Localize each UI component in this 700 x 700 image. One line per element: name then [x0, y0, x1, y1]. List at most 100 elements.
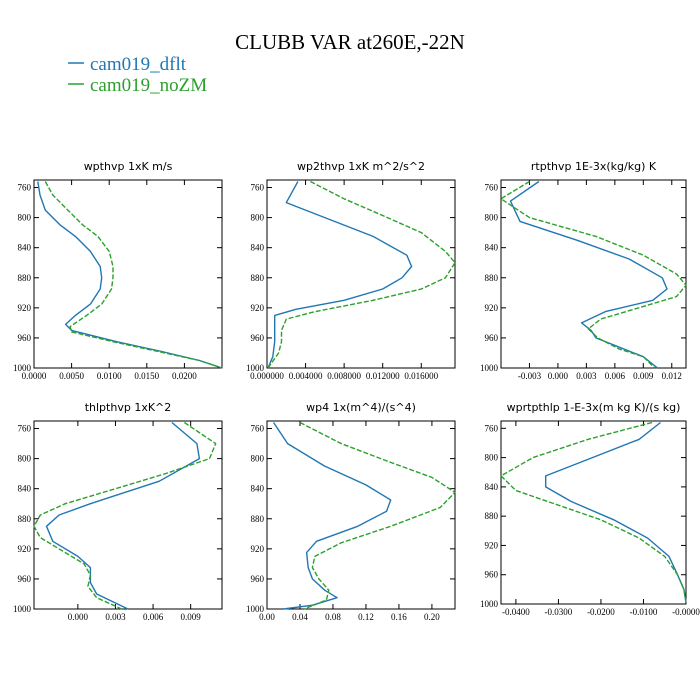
x-tick-label: 0.016000: [404, 371, 438, 381]
x-tick-label: -0.0300: [545, 607, 573, 617]
x-tick-label: 0.003: [105, 612, 126, 622]
y-tick-label: 840: [18, 243, 32, 253]
x-tick-label: 0.006: [605, 371, 626, 381]
y-tick-label: 800: [485, 453, 499, 463]
x-tick-label: 0.008000: [327, 371, 361, 381]
panel-title: wprtpthlp 1-E-3x(m kg K)/(s kg): [507, 401, 681, 414]
x-tick-label: 0.012: [662, 371, 682, 381]
y-tick-label: 840: [251, 484, 265, 494]
series-line-dflt: [509, 180, 668, 369]
series-line-dflt: [45, 421, 201, 610]
y-tick-label: 960: [485, 333, 499, 343]
y-tick-label: 760: [485, 423, 499, 433]
x-tick-label: 0.0050: [59, 371, 84, 381]
panel-title: rtpthvp 1E-3x(kg/kg) K: [531, 160, 657, 173]
y-tick-label: 840: [18, 484, 32, 494]
panel-5: wp4 1x(m^4)/(s^4)76080084088092096010000…: [246, 401, 456, 622]
y-tick-label: 920: [485, 303, 499, 313]
x-tick-label: 0.08: [325, 612, 341, 622]
y-tick-label: 1000: [13, 363, 32, 373]
y-tick-label: 1000: [480, 599, 499, 609]
panel-title: wp2thvp 1xK m^2/s^2: [297, 160, 425, 173]
y-tick-label: 800: [18, 213, 32, 223]
x-tick-label: -0.0400: [502, 607, 530, 617]
panel-title: wpthvp 1xK m/s: [84, 160, 173, 173]
panel-2: wp2thvp 1xK m^2/s^2 760 800 840 880 920 960 100…: [246, 160, 456, 381]
y-tick-label: 800: [485, 213, 499, 223]
legend-label-nozm: cam019_noZM: [90, 75, 207, 96]
y-tick-label: 880: [18, 514, 32, 524]
y-tick-label: 920: [18, 544, 32, 554]
y-tick-label: 760: [251, 424, 265, 434]
panel-4: thlpthvp 1xK^2 760 800 840 880 920 960 1000 0.00…: [13, 401, 223, 622]
series-line-nozm: [500, 180, 687, 369]
x-tick-label: 0.000000: [250, 371, 284, 381]
y-tick-label: 760: [18, 424, 32, 434]
y-tick-label: 920: [251, 303, 265, 313]
y-tick-label: 840: [251, 243, 265, 253]
y-tick-label: 880: [251, 514, 265, 524]
y-tick-label: 960: [251, 574, 265, 584]
y-tick-label: 800: [251, 454, 265, 464]
figure-title: CLUBB VAR at260E,-22N: [235, 30, 465, 54]
x-tick-label: -0.0100: [630, 607, 658, 617]
x-tick-label: 0.009: [181, 612, 202, 622]
y-tick-label: 840: [485, 482, 499, 492]
x-tick-label: 0.004000: [289, 371, 323, 381]
series-line-nozm: [500, 421, 687, 603]
series-line-nozm: [267, 180, 456, 369]
plot-frame: [266, 179, 456, 369]
y-tick-label: 960: [18, 574, 32, 584]
y-tick-label: 1000: [246, 604, 265, 614]
x-tick-label: 0.12: [358, 612, 374, 622]
x-tick-label: 0.0000: [22, 371, 47, 381]
y-tick-label: 920: [251, 544, 265, 554]
plot-frame: [500, 420, 687, 605]
plot-frame: [500, 179, 687, 369]
y-tick-label: 1000: [246, 363, 265, 373]
y-tick-label: 1000: [13, 604, 32, 614]
x-tick-label: 0.003: [576, 371, 597, 381]
x-tick-label: 0.000: [548, 371, 569, 381]
x-tick-label: 0.0200: [172, 371, 197, 381]
y-tick-label: 960: [251, 333, 265, 343]
x-tick-label: 0.000: [68, 612, 89, 622]
x-tick-label: -0.0200: [587, 607, 615, 617]
plot-frame: [266, 420, 456, 610]
x-tick-label: 0.20: [424, 612, 440, 622]
panels: wpthvp 1xK m/s76080084088092096010000.00…: [13, 160, 700, 622]
x-tick-label: 0.00: [259, 612, 275, 622]
y-tick-label: 920: [18, 303, 32, 313]
y-tick-label: 760: [18, 183, 32, 193]
y-tick-label: 880: [485, 511, 499, 521]
panel-title: thlpthvp 1xK^2: [85, 401, 172, 414]
panel-title: wp4 1x(m^4)/(s^4): [306, 401, 416, 414]
x-tick-label: 0.16: [391, 612, 407, 622]
x-tick-label: 0.009: [633, 371, 654, 381]
series-line-dflt: [37, 181, 223, 369]
series-line-nozm: [44, 181, 223, 369]
series-line-dflt: [267, 181, 413, 369]
y-tick-label: 800: [251, 213, 265, 223]
panel-3: rtpthvp 1E-3x(kg/kg) K 760 800 840 880 920 960…: [480, 160, 687, 381]
panel-6: wprtpthlp 1-E-3x(m kg K)/(s kg) 760 800 840…: [480, 401, 700, 617]
y-tick-label: 840: [485, 243, 499, 253]
y-tick-label: 760: [251, 183, 265, 193]
plot-frame: [33, 420, 223, 610]
plot-frame: [33, 179, 223, 369]
y-tick-label: 760: [485, 183, 499, 193]
y-tick-label: 880: [485, 273, 499, 283]
y-tick-label: 880: [18, 273, 32, 283]
x-tick-label: 0.0100: [97, 371, 122, 381]
x-tick-label: 0.0150: [134, 371, 159, 381]
legend-label-dflt: cam019_dflt: [90, 54, 187, 75]
x-tick-label: -0.0000: [672, 607, 700, 617]
y-tick-label: 960: [485, 570, 499, 580]
x-tick-label: -0.003: [518, 371, 542, 381]
x-tick-label: 0.04: [292, 612, 308, 622]
x-tick-label: 0.006: [143, 612, 164, 622]
y-tick-label: 960: [18, 333, 32, 343]
y-tick-label: 920: [485, 540, 499, 550]
y-tick-label: 800: [18, 454, 32, 464]
